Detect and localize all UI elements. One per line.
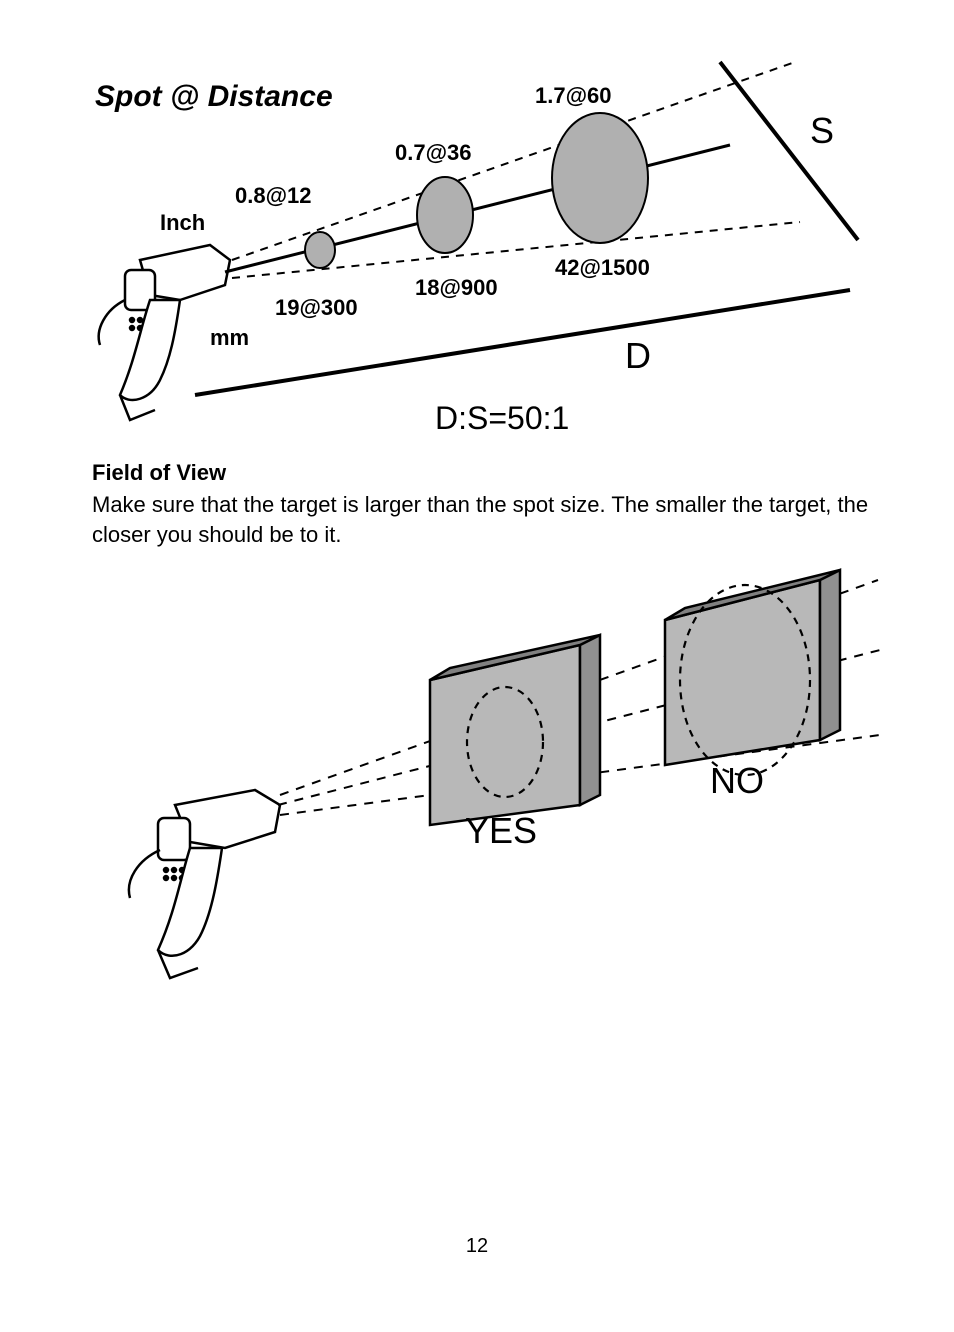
spot1-inch: 0.8@12 <box>235 183 312 209</box>
yes-label: YES <box>465 810 537 852</box>
fov-diagram <box>0 560 954 1020</box>
spot3-inch: 1.7@60 <box>535 83 612 109</box>
no-label: NO <box>710 760 764 802</box>
spot2-mm: 18@900 <box>415 275 498 301</box>
label-s: S <box>810 110 834 152</box>
spot2-inch: 0.7@36 <box>395 140 472 166</box>
page-number: 12 <box>0 1235 954 1258</box>
unit-inch: Inch <box>160 210 205 236</box>
ratio-label: D:S=50:1 <box>435 400 569 437</box>
spot-distance-diagram <box>0 0 954 440</box>
spot3-mm: 42@1500 <box>555 255 650 281</box>
unit-mm: mm <box>210 325 249 351</box>
fov-body: Make sure that the target is larger than… <box>92 490 882 549</box>
spot1-mm: 19@300 <box>275 295 358 321</box>
diagram1-title: Spot @ Distance <box>95 80 333 114</box>
label-d: D <box>625 335 651 377</box>
fov-heading: Field of View <box>92 460 226 486</box>
